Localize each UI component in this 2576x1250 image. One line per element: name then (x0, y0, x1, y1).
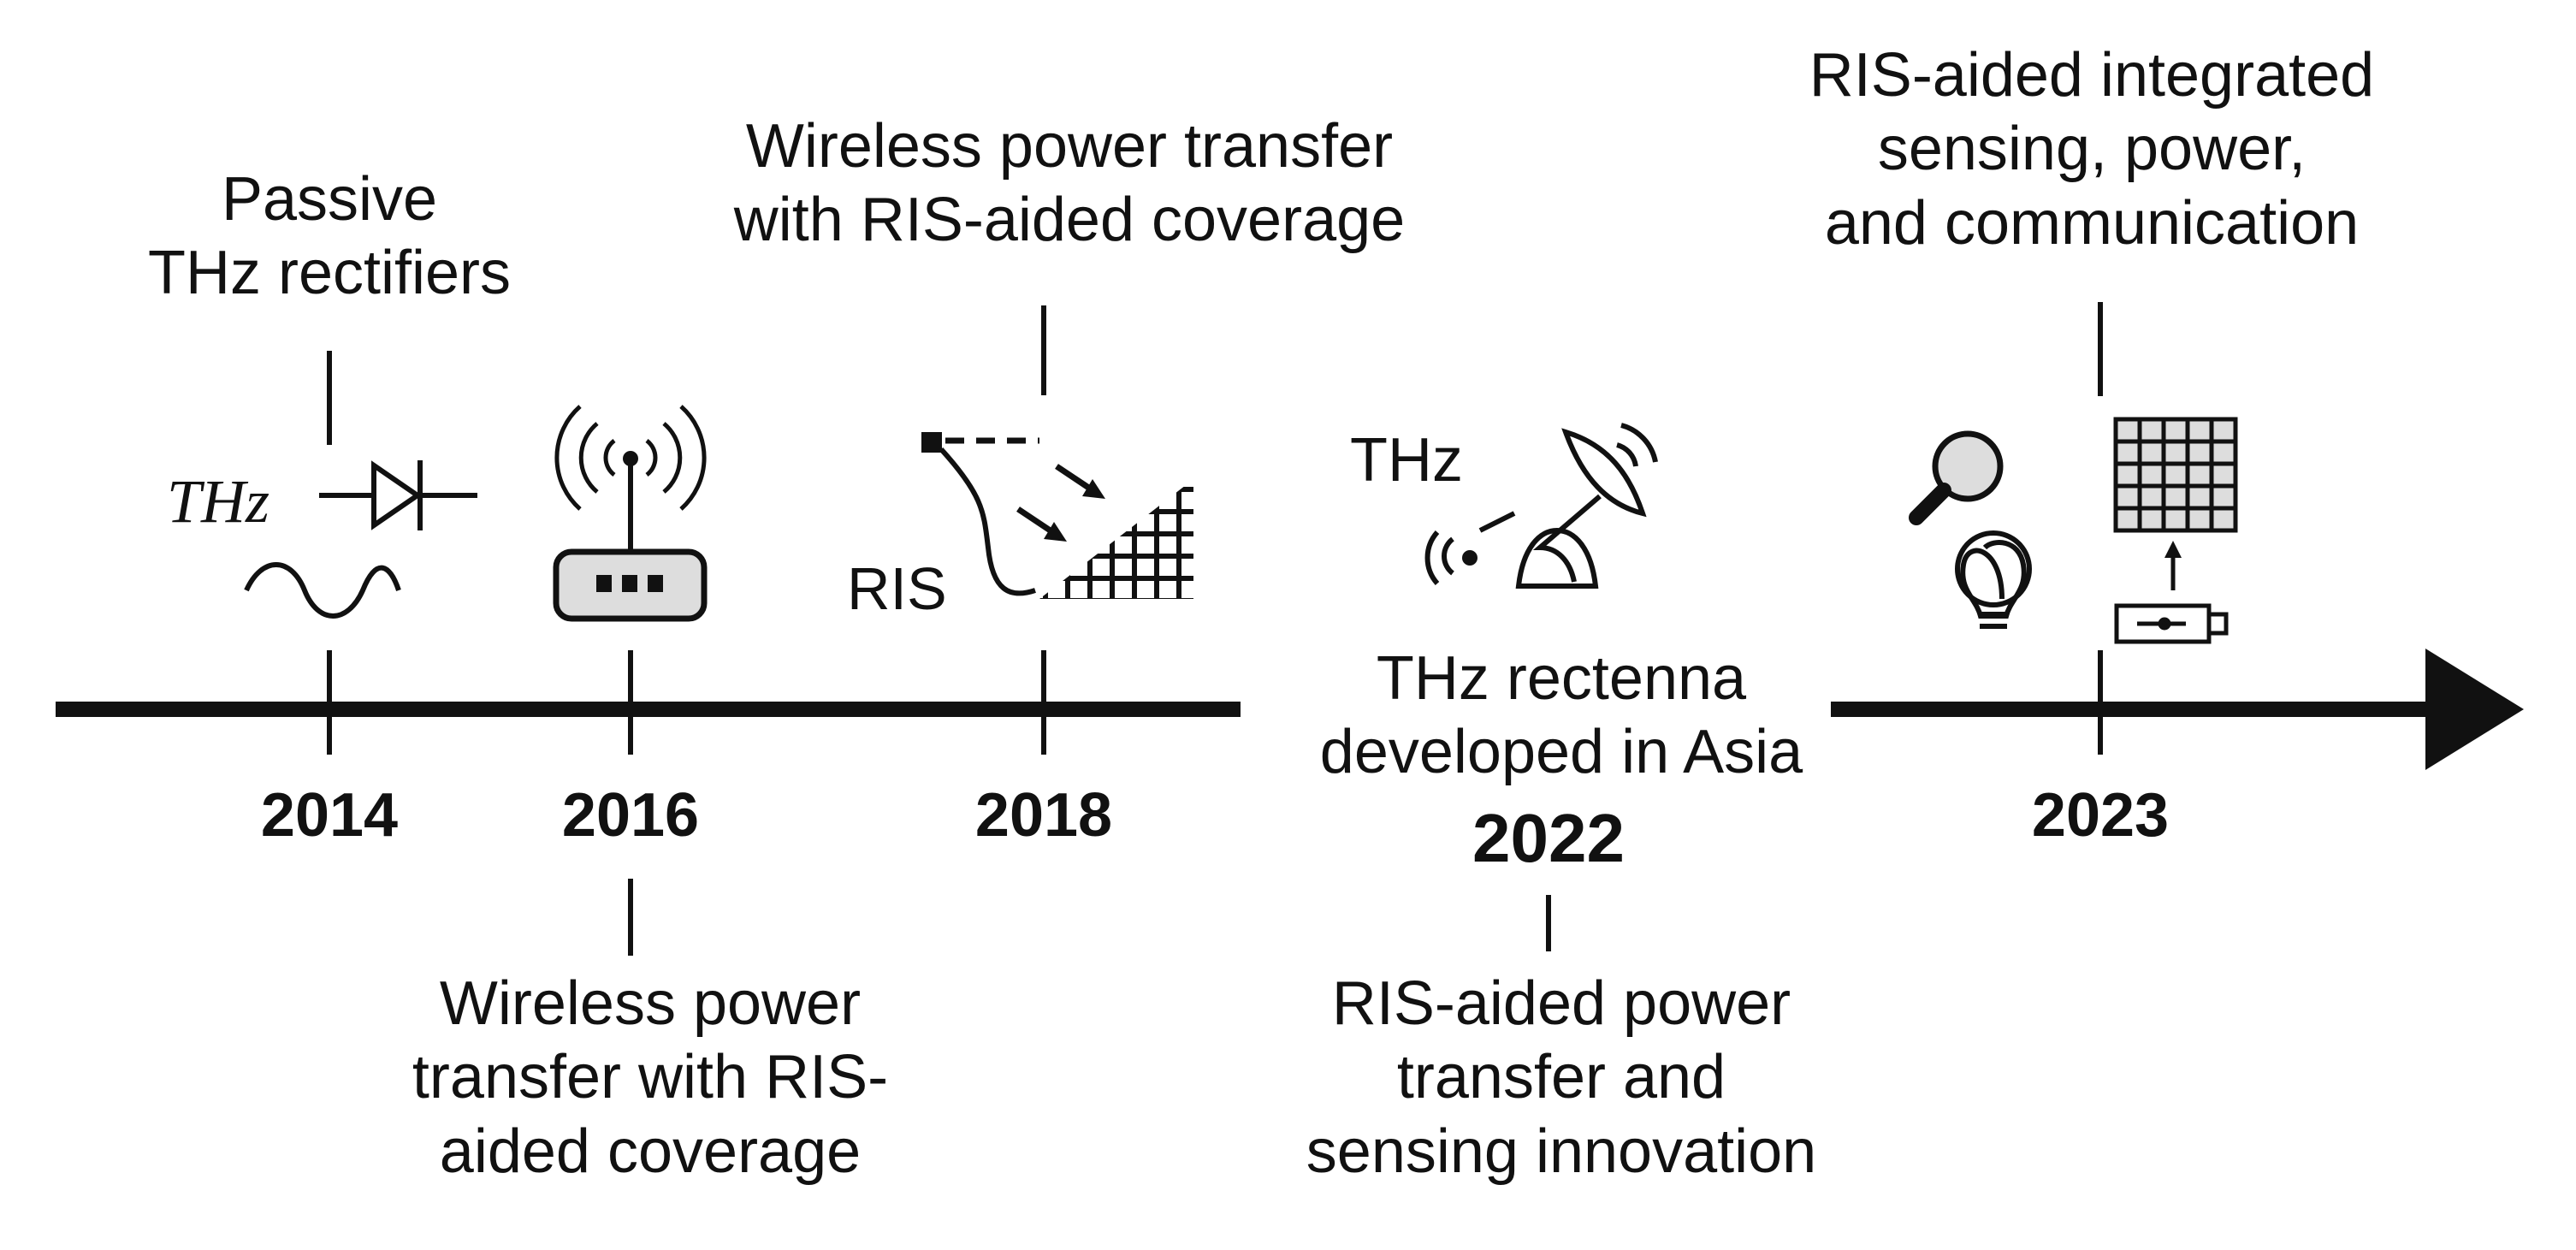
event-2016-line-1: Wireless power (439, 969, 862, 1038)
event-2014-line-2: THz rectifiers (147, 239, 512, 308)
transmitter-icon (2114, 541, 2229, 644)
event-2022-line-3: sensing innovation (1306, 1117, 1817, 1186)
event-2023-description: RIS-aided integrated sensing, power, and… (1809, 39, 2374, 260)
year-2023: 2023 (2031, 781, 2170, 850)
event-2023-line-2: sensing, power, (1877, 115, 2307, 184)
ris-icon-label: RIS (847, 555, 947, 622)
year-2018: 2018 (974, 781, 1113, 850)
axis-segment-right (1831, 702, 2481, 717)
event-2014-description: Passive THz rectifiers (148, 163, 511, 311)
tick-marks (327, 302, 2103, 956)
event-2022-extra-line-2: developed in Asia (1319, 718, 1803, 787)
event-2023-line-1: RIS-aided integrated (1809, 41, 2375, 110)
lightbulb-icon (1955, 530, 2032, 629)
year-2022: 2022 (1472, 800, 1625, 876)
thz-diode-label: THz (167, 467, 270, 536)
event-2023-line-3: and communication (1824, 188, 2360, 258)
event-2022-line-2: transfer and (1396, 1043, 1726, 1112)
axis-segment-left (56, 702, 1241, 717)
wifi-router-icon (553, 405, 708, 622)
ris-grid-icon (2113, 417, 2238, 533)
year-2014: 2014 (260, 781, 399, 850)
timeline-axis (56, 649, 2524, 770)
sine-wave-icon (244, 562, 401, 619)
thz-dish-label: THz (1350, 426, 1463, 495)
magnifier-icon (1909, 430, 2004, 525)
event-2016-line-3: aided coverage (439, 1117, 862, 1186)
event-2016-description: Wireless power transfer with RIS- aided … (412, 967, 888, 1188)
event-2014-line-1: Passive (221, 165, 438, 234)
timeline-arrowhead (2425, 649, 2524, 770)
event-2018-line-2: with RIS-aided coverage (733, 186, 1406, 255)
satellite-dish-icon (1424, 423, 1658, 589)
event-2018-line-1: Wireless power transfer (745, 112, 1394, 181)
event-2022-extra-line-1: THz rectenna (1376, 644, 1747, 713)
event-2022-line-1: RIS-aided power (1331, 969, 1791, 1038)
ris-reflection-icon: RIS (847, 432, 1193, 622)
thz-diode-icon (319, 460, 477, 530)
event-2018-description: Wireless power transfer with RIS-aided c… (734, 110, 1405, 258)
event-2022-rectenna: THz rectenna developed in Asia (1320, 642, 1803, 790)
event-2022-description: RIS-aided power transfer and sensing inn… (1306, 967, 1816, 1188)
event-2016-line-2: transfer with RIS- (412, 1043, 889, 1112)
year-2016: 2016 (561, 781, 700, 850)
